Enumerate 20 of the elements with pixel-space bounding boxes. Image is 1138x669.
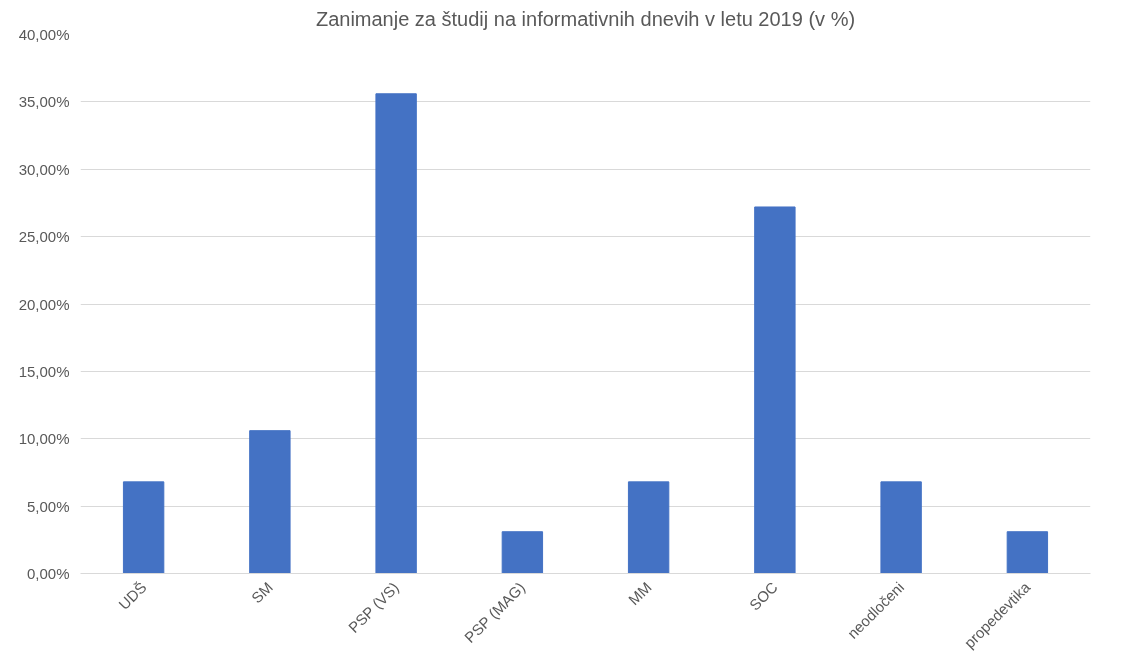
y-tick-label: 5,00%	[26, 497, 70, 515]
y-tick-label: 15,00%	[18, 362, 70, 380]
bar	[249, 430, 291, 574]
bar	[754, 206, 796, 574]
x-tick-label: SM	[247, 578, 276, 607]
bar	[122, 481, 165, 574]
y-tick-label: 35,00%	[18, 93, 70, 111]
x-tick-label: MM	[624, 578, 655, 609]
y-tick-label: 20,00%	[18, 295, 70, 313]
y-tick-label: 10,00%	[18, 430, 70, 448]
bar	[627, 481, 670, 574]
y-tick-label: 40,00%	[18, 26, 70, 43]
bar	[880, 481, 922, 574]
y-tick-label: 30,00%	[18, 160, 70, 178]
bar	[501, 531, 544, 574]
bar	[375, 93, 417, 574]
bar	[1006, 531, 1049, 574]
y-tick-label: 25,00%	[18, 228, 70, 246]
chart-title: Zanimanje za študij na informativnih dnevih v letu 2019 (v %)	[315, 7, 856, 30]
y-tick-label: 0,00%	[26, 565, 70, 582]
